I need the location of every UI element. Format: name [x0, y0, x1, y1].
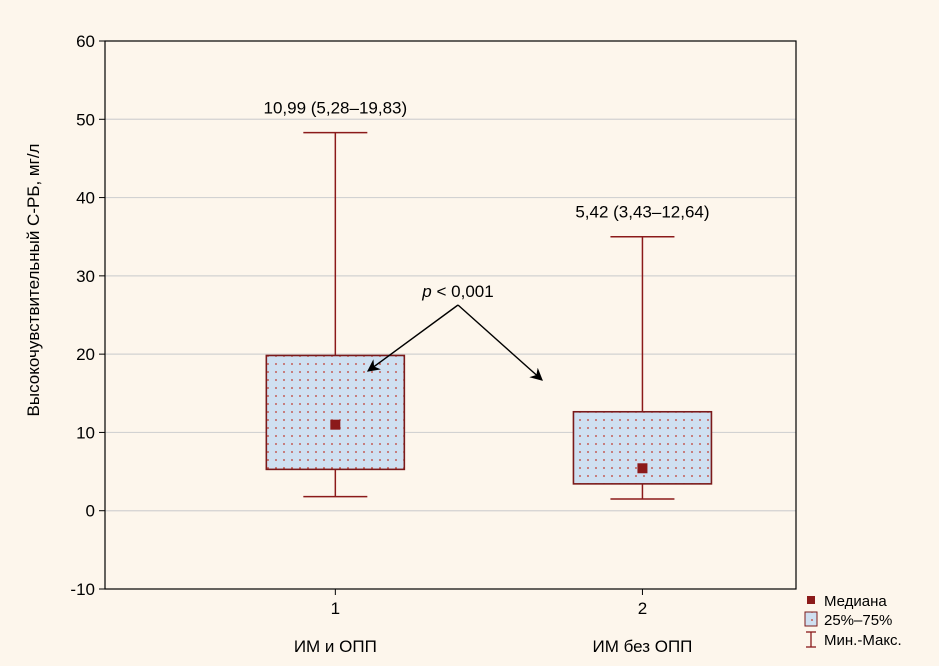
y-tick-label: 60 — [76, 32, 95, 51]
median-marker — [637, 463, 648, 474]
box-series: 10,99 (5,28–19,83) 5,42 (3,43–12,64) — [263, 99, 713, 500]
legend-median-label: Медиана — [824, 593, 887, 610]
x-category-label: ИМ без ОПП — [592, 637, 692, 656]
legend-range-marker — [806, 631, 816, 648]
legend-iqr-label: 25%–75% — [824, 612, 892, 629]
p-value-annotation: p < 0,001 — [366, 282, 543, 381]
y-tick-label: 10 — [76, 423, 95, 442]
y-tick-label: 0 — [86, 502, 95, 521]
box-group: 10,99 (5,28–19,83) — [263, 99, 407, 498]
legend: Медиана 25%–75% Мин.-Макс. — [804, 593, 902, 649]
x-tick-label: 1 — [331, 599, 340, 618]
x-category-label: ИМ и ОПП — [294, 637, 377, 656]
arrow-left — [366, 304, 459, 372]
box-value-label: 5,42 (3,43–12,64) — [575, 203, 709, 222]
legend-range-label: Мин.-Макс. — [824, 632, 902, 649]
y-axis: -10 0 10 20 30 40 50 60 — [70, 32, 105, 599]
arrow-right — [457, 304, 543, 381]
x-axis: 1 ИМ и ОПП 2 ИМ без ОПП — [294, 589, 692, 656]
y-axis-title: Высокочувствительный С-РБ, мг/л — [24, 144, 43, 417]
p-value-text: < 0,001 — [432, 282, 494, 301]
y-tick-label: 30 — [76, 267, 95, 286]
svg-text:p < 0,001: p < 0,001 — [421, 282, 493, 301]
legend-median-marker — [807, 596, 815, 604]
median-marker — [330, 419, 341, 430]
y-tick-label: 50 — [76, 110, 95, 129]
y-tick-label: -10 — [70, 580, 95, 599]
plot-frame — [104, 40, 797, 590]
y-tick-label: 20 — [76, 345, 95, 364]
box-value-label: 10,99 (5,28–19,83) — [263, 99, 407, 118]
p-symbol: p — [421, 282, 431, 301]
iqr-box — [265, 354, 406, 471]
box-group: 5,42 (3,43–12,64) — [572, 203, 713, 500]
grid-lines — [105, 118, 796, 512]
x-tick-label: 2 — [638, 599, 647, 618]
legend-iqr-swatch — [804, 611, 818, 627]
y-tick-label: 40 — [76, 189, 95, 208]
